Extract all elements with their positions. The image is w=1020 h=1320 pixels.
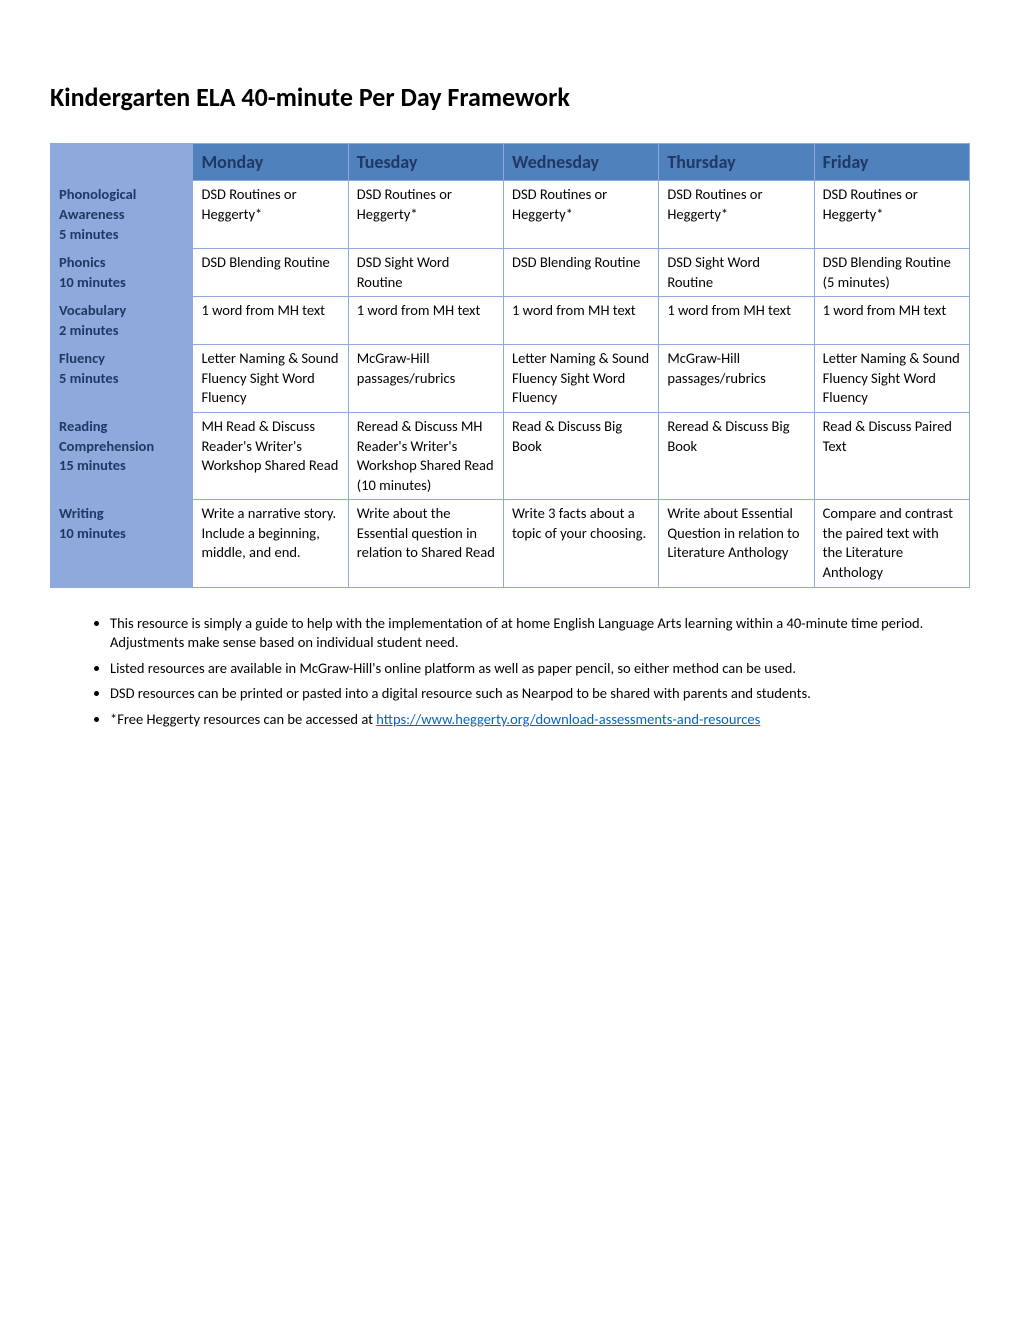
row-header: Phonological Awareness5 minutes [51, 181, 193, 249]
heggerty-link[interactable]: https://www.heggerty.org/download-assess… [376, 710, 760, 728]
row-header: Reading Comprehension15 minutes [51, 413, 193, 500]
table-cell: DSD Routines or Heggerty* [193, 181, 348, 249]
table-cell: Write about Essential Question in relati… [659, 500, 814, 587]
row-header-label: Phonological Awareness [59, 185, 184, 224]
note-item-link: *Free Heggerty resources can be accessed… [110, 710, 970, 730]
table-cell: Letter Naming & Sound Fluency Sight Word… [814, 345, 969, 413]
row-header-label: Vocabulary [59, 301, 184, 321]
table-cell: Reread & Discuss MH Reader's Writer's Wo… [348, 413, 503, 500]
table-row: Fluency5 minutesLetter Naming & Sound Fl… [51, 345, 970, 413]
table-cell: DSD Blending Routine [193, 249, 348, 297]
table-cell: DSD Sight Word Routine [659, 249, 814, 297]
row-header: Phonics10 minutes [51, 249, 193, 297]
row-header-duration: 15 minutes [59, 456, 184, 476]
table-cell: DSD Blending Routine (5 minutes) [814, 249, 969, 297]
row-header-label: Phonics [59, 253, 184, 273]
table-cell: Write 3 facts about a topic of your choo… [504, 500, 659, 587]
table-cell: 1 word from MH text [348, 297, 503, 345]
table-cell: Letter Naming & Sound Fluency Sight Word… [193, 345, 348, 413]
row-header: Fluency5 minutes [51, 345, 193, 413]
day-header-monday: Monday [193, 144, 348, 181]
table-cell: 1 word from MH text [193, 297, 348, 345]
day-header-tuesday: Tuesday [348, 144, 503, 181]
row-header-duration: 5 minutes [59, 369, 184, 389]
table-cell: Compare and contrast the paired text wit… [814, 500, 969, 587]
framework-table: Monday Tuesday Wednesday Thursday Friday… [50, 143, 970, 587]
row-header-duration: 10 minutes [59, 524, 184, 544]
row-header-label: Reading Comprehension [59, 417, 184, 456]
day-header-wednesday: Wednesday [504, 144, 659, 181]
table-cell: 1 word from MH text [504, 297, 659, 345]
page-title: Kindergarten ELA 40-minute Per Day Frame… [50, 80, 970, 115]
row-header: Writing10 minutes [51, 500, 193, 587]
table-cell: DSD Routines or Heggerty* [659, 181, 814, 249]
table-cell: DSD Routines or Heggerty* [348, 181, 503, 249]
table-cell: DSD Sight Word Routine [348, 249, 503, 297]
row-header-duration: 2 minutes [59, 321, 184, 341]
notes-list: This resource is simply a guide to help … [50, 614, 970, 730]
table-cell: McGraw-Hill passages/rubrics [348, 345, 503, 413]
note-item: Listed resources are available in McGraw… [110, 659, 970, 679]
table-cell: DSD Routines or Heggerty* [814, 181, 969, 249]
table-cell: Reread & Discuss Big Book [659, 413, 814, 500]
table-cell: MH Read & Discuss Reader's Writer's Work… [193, 413, 348, 500]
day-header-thursday: Thursday [659, 144, 814, 181]
note-item: DSD resources can be printed or pasted i… [110, 684, 970, 704]
table-row: Vocabulary2 minutes1 word from MH text1 … [51, 297, 970, 345]
table-cell: DSD Blending Routine [504, 249, 659, 297]
row-header-label: Writing [59, 504, 184, 524]
table-cell: Read & Discuss Paired Text [814, 413, 969, 500]
table-body: Phonological Awareness5 minutesDSD Routi… [51, 181, 970, 587]
note-link-prefix: *Free Heggerty resources can be accessed… [110, 710, 376, 728]
table-row: Reading Comprehension15 minutesMH Read &… [51, 413, 970, 500]
day-header-friday: Friday [814, 144, 969, 181]
corner-cell [51, 144, 193, 181]
table-cell: Letter Naming & Sound Fluency Sight Word… [504, 345, 659, 413]
table-cell: 1 word from MH text [659, 297, 814, 345]
table-cell: Write about the Essential question in re… [348, 500, 503, 587]
table-cell: 1 word from MH text [814, 297, 969, 345]
table-row: Writing10 minutesWrite a narrative story… [51, 500, 970, 587]
table-cell: Read & Discuss Big Book [504, 413, 659, 500]
table-cell: Write a narrative story. Include a begin… [193, 500, 348, 587]
row-header-label: Fluency [59, 349, 184, 369]
table-row: Phonics10 minutesDSD Blending RoutineDSD… [51, 249, 970, 297]
table-row: Phonological Awareness5 minutesDSD Routi… [51, 181, 970, 249]
table-header-row: Monday Tuesday Wednesday Thursday Friday [51, 144, 970, 181]
row-header-duration: 5 minutes [59, 225, 184, 245]
table-cell: DSD Routines or Heggerty* [504, 181, 659, 249]
note-item: This resource is simply a guide to help … [110, 614, 970, 653]
row-header: Vocabulary2 minutes [51, 297, 193, 345]
table-cell: McGraw-Hill passages/rubrics [659, 345, 814, 413]
row-header-duration: 10 minutes [59, 273, 184, 293]
